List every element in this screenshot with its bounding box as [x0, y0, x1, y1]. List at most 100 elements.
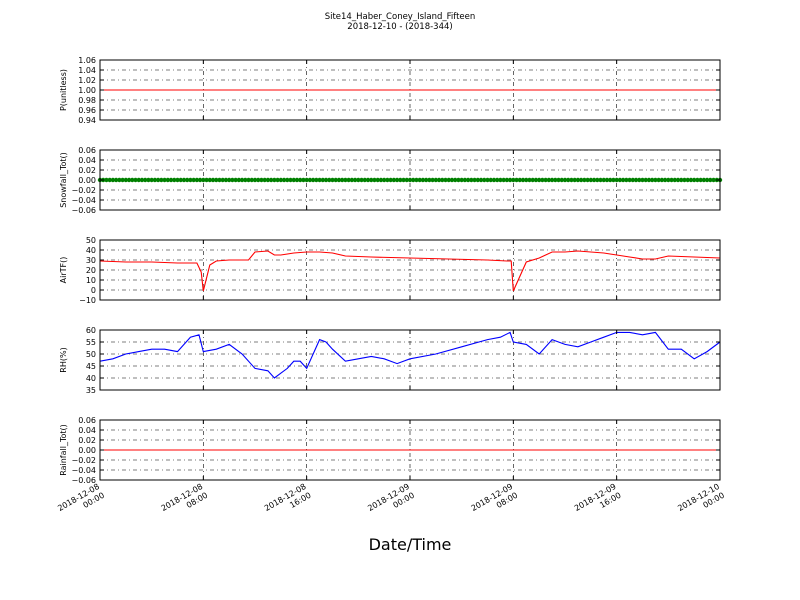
snowfall-point — [168, 177, 174, 183]
y-tick-label: 0.06 — [78, 416, 96, 425]
snowfall-point — [256, 177, 261, 183]
snowfall-point — [294, 177, 300, 183]
snowfall-point — [126, 177, 132, 183]
snowfall-point — [388, 177, 393, 183]
snowfall-point — [446, 177, 451, 183]
snowfall-point — [398, 177, 403, 183]
snowfall-point — [223, 177, 229, 183]
y-tick-label: −0.04 — [71, 196, 96, 205]
snowfall-point — [262, 177, 267, 183]
snowfall-point — [462, 177, 468, 183]
snowfall-point — [524, 177, 529, 183]
snowfall-point — [562, 177, 568, 183]
snowfall-point — [233, 177, 238, 183]
snowfall-point — [181, 177, 187, 183]
snowfall-point — [527, 177, 532, 183]
snowfall-point — [268, 177, 274, 183]
snowfall-point — [172, 177, 177, 183]
subplots: 0.940.960.981.001.021.041.06 P(unitless) −… — [59, 56, 723, 485]
snowfall-point — [120, 177, 125, 183]
snowfall-point — [643, 177, 648, 183]
y-tick-label: 10 — [86, 276, 96, 285]
snowfall-point — [688, 177, 694, 183]
y-tick-label: 0.02 — [78, 166, 96, 175]
snowfall-point — [220, 177, 225, 183]
snowfall-point — [162, 177, 167, 183]
y-tick-label: 0 — [91, 286, 96, 295]
snowfall-point — [640, 177, 645, 183]
y-tick-label: 40 — [86, 374, 96, 383]
snowfall-point — [404, 177, 409, 183]
snowfall-point — [310, 177, 316, 183]
snowfall-point — [275, 177, 280, 183]
snowfall-point — [549, 177, 555, 183]
snowfall-point — [666, 177, 671, 183]
snowfall-point — [359, 177, 364, 183]
snowfall-point — [117, 177, 122, 183]
snowfall-point — [482, 177, 487, 183]
snowfall-point — [210, 177, 216, 183]
snowfall-point — [152, 177, 158, 183]
y-tick-label: 1.02 — [78, 76, 96, 85]
snowfall-point — [159, 177, 164, 183]
snowfall-point — [433, 177, 439, 183]
snowfall-point — [685, 177, 690, 183]
snowfall-point — [556, 177, 561, 183]
snowfall-point — [449, 177, 455, 183]
snowfall-point — [259, 177, 264, 183]
y-tick-label: −0.04 — [71, 466, 96, 475]
snowfall-point — [630, 177, 636, 183]
snowfall-point — [520, 177, 526, 183]
snowfall-point — [624, 177, 629, 183]
y-tick-label: −0.06 — [71, 206, 96, 215]
snowfall-point — [194, 177, 200, 183]
snowfall-point — [249, 177, 254, 183]
y-tick-label: 0.02 — [78, 436, 96, 445]
snowfall-point — [669, 177, 674, 183]
y-tick-label: −0.06 — [71, 476, 96, 485]
snowfall-point — [191, 177, 196, 183]
snowfall-point — [498, 177, 503, 183]
snowfall-point — [346, 177, 351, 183]
snowfall-point — [533, 177, 539, 183]
y-tick-label: −10 — [79, 296, 96, 305]
snowfall-point — [307, 177, 313, 183]
snowfall-point — [598, 177, 603, 183]
snowfall-point — [327, 177, 332, 183]
y-tick-label: 1.00 — [78, 86, 96, 95]
snowfall-point — [465, 177, 471, 183]
snowfall-point — [265, 177, 271, 183]
series-line-3 — [99, 250, 721, 292]
y-tick-label: −0.02 — [71, 456, 96, 465]
snowfall-point — [401, 177, 406, 183]
snowfall-point — [314, 177, 319, 183]
snowfall-point — [604, 177, 610, 183]
snowfall-point — [188, 177, 193, 183]
snowfall-point — [113, 177, 119, 183]
snowfall-point — [608, 177, 613, 183]
snowfall-point — [546, 177, 552, 183]
snowfall-point — [637, 177, 642, 183]
snowfall-point — [285, 177, 290, 183]
snowfall-point — [649, 177, 655, 183]
snowfall-point — [682, 177, 687, 183]
snowfall-point — [123, 177, 129, 183]
snowfall-point — [611, 177, 616, 183]
y-tick-label: 0.94 — [78, 116, 96, 125]
y-axis-label: P(unitless) — [59, 69, 68, 111]
snowfall-point — [453, 177, 458, 183]
snowfall-point — [440, 177, 445, 183]
snowfall-point — [420, 177, 426, 183]
snowfall-point — [336, 177, 342, 183]
snowfall-point — [243, 177, 248, 183]
snowfall-point — [214, 177, 219, 183]
snowfall-point — [514, 177, 519, 183]
snowfall-point — [659, 177, 665, 183]
snowfall-point — [391, 177, 397, 183]
y-tick-label: 0.98 — [78, 96, 96, 105]
snowfall-point — [204, 177, 209, 183]
snowfall-point — [281, 177, 287, 183]
